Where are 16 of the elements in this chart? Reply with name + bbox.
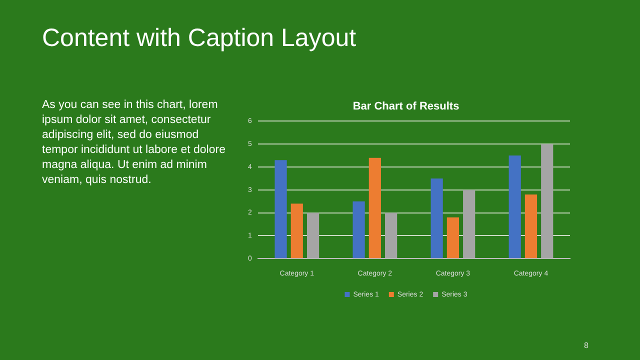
bar xyxy=(430,178,443,258)
bar xyxy=(306,212,320,258)
bar xyxy=(274,160,287,258)
bar xyxy=(446,217,460,258)
bar xyxy=(352,201,365,258)
text: 8 xyxy=(584,341,588,350)
bar xyxy=(541,144,554,258)
text: Content with Caption Layout xyxy=(42,24,356,53)
bar xyxy=(508,156,521,258)
bar xyxy=(290,204,303,258)
bar xyxy=(524,194,538,258)
text: As you can see in this chart, lorem ipsum dolor sit amet, consectetur adipiscing elit, sed do eiusmod tempor incididunt ut labore et dolore magna aliqua. Ut enim ad minim veniam, quis nostrud. xyxy=(42,98,226,188)
bar xyxy=(368,158,381,258)
bar xyxy=(463,190,476,258)
chart-title: Bar Chart of Results xyxy=(352,100,460,113)
bar xyxy=(385,212,398,258)
